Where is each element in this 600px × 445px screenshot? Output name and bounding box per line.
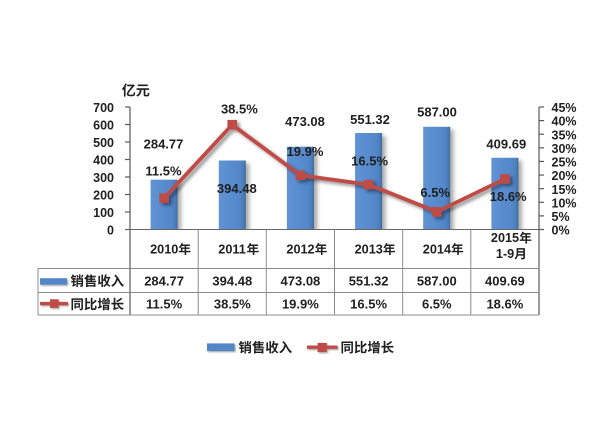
- svg-text:38.5%: 38.5%: [221, 102, 258, 117]
- svg-text:300: 300: [93, 171, 114, 185]
- svg-text:394.48: 394.48: [212, 273, 252, 288]
- svg-text:500: 500: [93, 136, 114, 150]
- svg-text:5%: 5%: [552, 210, 570, 224]
- svg-text:587.00: 587.00: [417, 105, 457, 120]
- svg-text:551.32: 551.32: [350, 112, 390, 127]
- svg-text:10%: 10%: [552, 196, 577, 210]
- svg-text:11.5%: 11.5%: [146, 297, 183, 312]
- svg-text:18.6%: 18.6%: [486, 297, 523, 312]
- svg-text:700: 700: [93, 101, 114, 115]
- svg-text:473.08: 473.08: [285, 114, 325, 129]
- svg-text:587.00: 587.00: [417, 273, 457, 288]
- svg-text:18.6%: 18.6%: [490, 189, 527, 204]
- svg-text:2012: 2012: [286, 243, 314, 257]
- svg-text:0%: 0%: [552, 224, 570, 238]
- svg-text:11.5%: 11.5%: [145, 164, 182, 179]
- svg-text:6.5%: 6.5%: [420, 185, 450, 200]
- svg-text:600: 600: [93, 118, 114, 132]
- svg-text:100: 100: [93, 206, 114, 220]
- svg-text:284.77: 284.77: [144, 137, 184, 152]
- svg-text:19.9%: 19.9%: [287, 144, 324, 159]
- svg-text:2011: 2011: [218, 243, 246, 257]
- svg-text:16.5%: 16.5%: [350, 297, 387, 312]
- svg-text:284.77: 284.77: [144, 273, 184, 288]
- svg-text:473.08: 473.08: [281, 273, 321, 288]
- svg-text:2013: 2013: [355, 243, 383, 257]
- svg-text:400: 400: [93, 153, 114, 167]
- svg-text:2010: 2010: [150, 243, 178, 257]
- svg-text:15%: 15%: [552, 183, 577, 197]
- svg-text:40%: 40%: [552, 115, 577, 129]
- svg-text:45%: 45%: [552, 101, 577, 115]
- svg-text:19.9%: 19.9%: [282, 297, 319, 312]
- svg-text:20%: 20%: [552, 169, 577, 183]
- svg-text:2014: 2014: [423, 243, 451, 257]
- svg-text:1-9: 1-9: [496, 247, 514, 261]
- svg-text:38.5%: 38.5%: [214, 297, 251, 312]
- svg-text:6.5%: 6.5%: [422, 297, 452, 312]
- svg-text:551.32: 551.32: [349, 273, 389, 288]
- svg-text:394.48: 394.48: [217, 181, 257, 196]
- svg-text:0: 0: [107, 223, 114, 237]
- svg-text:35%: 35%: [552, 128, 577, 142]
- svg-text:409.69: 409.69: [486, 136, 526, 151]
- svg-text:25%: 25%: [552, 156, 577, 170]
- svg-text:409.69: 409.69: [485, 273, 525, 288]
- svg-text:200: 200: [93, 188, 114, 202]
- svg-text:30%: 30%: [552, 142, 577, 156]
- svg-text:2015: 2015: [491, 231, 519, 245]
- svg-text:16.5%: 16.5%: [351, 153, 388, 168]
